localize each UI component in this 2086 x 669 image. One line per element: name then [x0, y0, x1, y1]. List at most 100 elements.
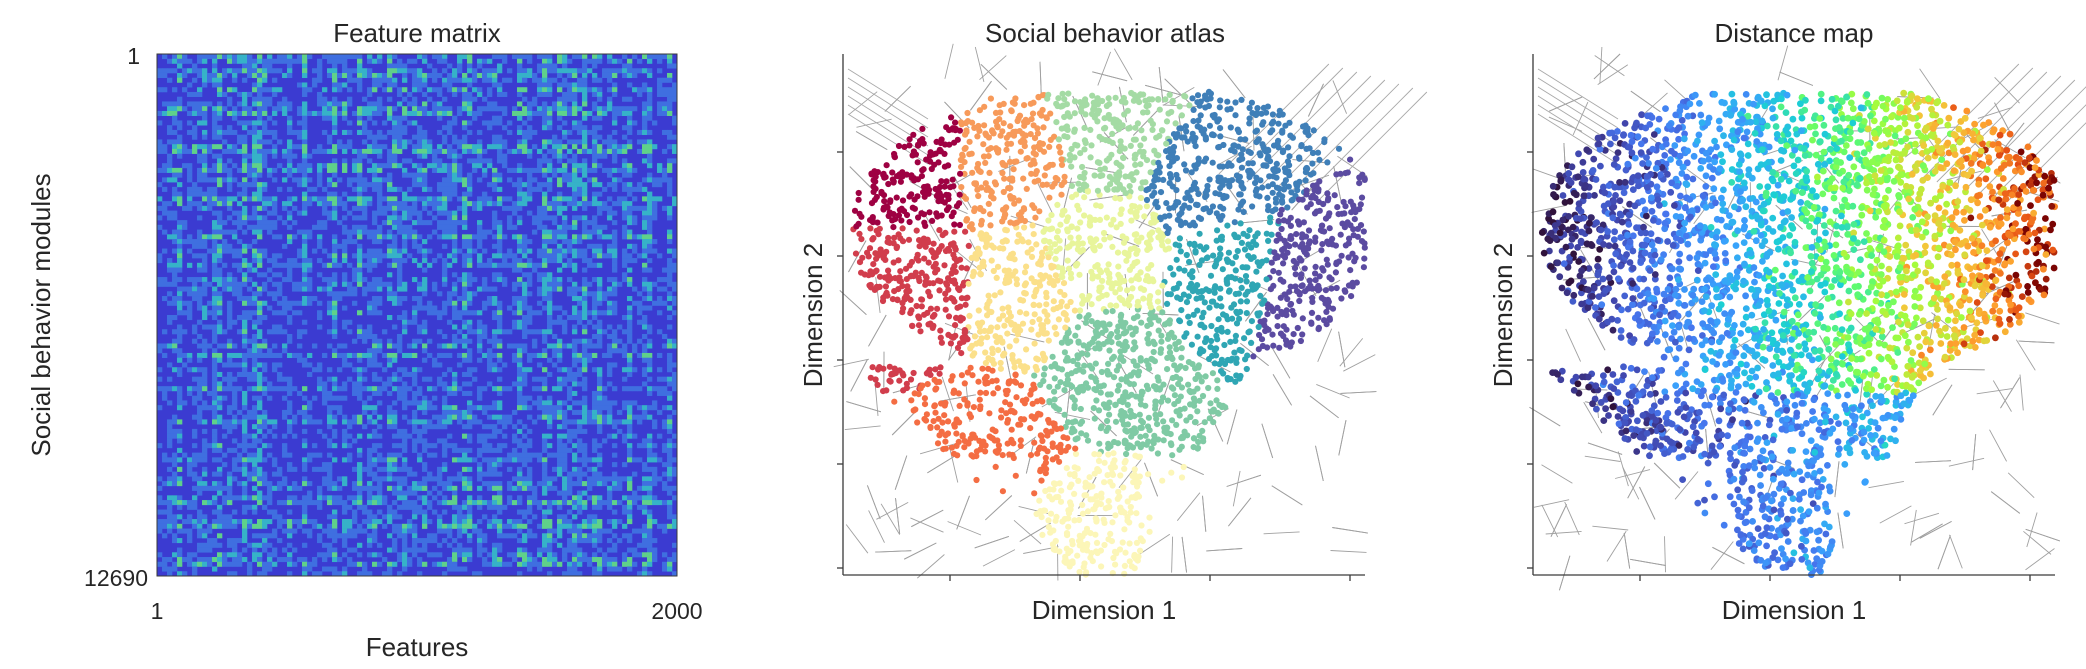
heatmap-cell: [322, 433, 328, 439]
heatmap-cell: [627, 500, 633, 506]
heatmap-cell: [522, 452, 528, 458]
heatmap-cell: [547, 77, 553, 83]
heatmap-cell: [632, 72, 638, 79]
heatmap-cell: [367, 201, 373, 207]
heatmap-cell: [177, 153, 183, 159]
heatmap-cell: [342, 362, 348, 368]
heatmap-cell: [212, 177, 218, 183]
heatmap-cell: [612, 262, 618, 268]
heatmap-cell: [237, 286, 243, 292]
heatmap-cell: [212, 438, 218, 444]
heatmap-cell: [597, 262, 603, 268]
heatmap-cell: [602, 110, 608, 116]
heatmap-cell: [197, 386, 203, 392]
heatmap-cell: [317, 300, 323, 306]
heatmap-cell: [197, 229, 203, 235]
heatmap-cell: [277, 87, 283, 93]
heatmap-cell: [517, 186, 523, 192]
heatmap-cell: [647, 68, 653, 74]
heatmap-cell: [162, 87, 168, 93]
heatmap-cell: [642, 352, 648, 359]
heatmap-cell: [587, 87, 593, 93]
heatmap-cell: [477, 466, 483, 472]
heatmap-cell: [412, 296, 418, 302]
heatmap-cell: [387, 82, 393, 88]
heatmap-cell: [547, 286, 553, 292]
heatmap-cell: [187, 291, 193, 297]
heatmap-cell: [332, 234, 338, 240]
heatmap-cell: [372, 177, 378, 183]
heatmap-cell: [317, 196, 323, 202]
heatmap-cell: [537, 167, 543, 173]
heatmap-cell: [342, 272, 348, 278]
heatmap-cell: [522, 367, 528, 373]
heatmap-cell: [547, 281, 553, 287]
heatmap-cell: [437, 163, 443, 169]
heatmap-cell: [577, 215, 583, 221]
heatmap-cell: [337, 495, 343, 501]
heatmap-cell: [462, 96, 468, 102]
heatmap-cell: [357, 447, 363, 453]
heatmap-cell: [317, 182, 323, 188]
heatmap-cell: [642, 253, 648, 259]
heatmap-cell: [262, 504, 268, 510]
heatmap-cell: [452, 485, 458, 491]
heatmap-cell: [402, 196, 408, 202]
heatmap-cell: [657, 163, 663, 169]
heatmap-cell: [402, 457, 408, 463]
heatmap-cell: [332, 82, 338, 88]
heatmap-cell: [597, 452, 603, 458]
heatmap-cell: [392, 258, 398, 264]
heatmap-cell: [172, 281, 178, 287]
heatmap-cell: [392, 106, 398, 112]
heatmap-cell: [467, 409, 473, 415]
heatmap-cell: [297, 310, 303, 316]
heatmap-cell: [247, 433, 253, 439]
heatmap-cell: [372, 471, 378, 477]
heatmap-cell: [177, 405, 183, 411]
heatmap-cell: [512, 352, 518, 359]
heatmap-cell: [542, 281, 548, 287]
heatmap-cell: [187, 262, 193, 268]
heatmap-cell: [237, 248, 243, 254]
heatmap-cell: [392, 443, 398, 449]
heatmap-cell: [562, 476, 568, 482]
heatmap-cell: [647, 352, 653, 359]
heatmap-cell: [242, 215, 248, 221]
heatmap-cell: [607, 167, 613, 173]
heatmap-cell: [217, 115, 223, 121]
heatmap-cell: [167, 424, 173, 430]
heatmap-cell: [197, 186, 203, 192]
heatmap-cell: [477, 338, 483, 344]
heatmap-cell: [592, 191, 598, 197]
heatmap-cell: [567, 243, 573, 249]
heatmap-cell: [667, 485, 673, 491]
heatmap-cell: [322, 220, 328, 226]
heatmap-cell: [597, 395, 603, 401]
heatmap-cell: [542, 500, 548, 506]
heatmap-cell: [557, 433, 563, 439]
heatmap-cell: [317, 77, 323, 83]
heatmap-cell: [652, 500, 658, 506]
heatmap-cell: [287, 277, 293, 283]
heatmap-cell: [557, 466, 563, 472]
heatmap-cell: [572, 262, 578, 268]
heatmap-cell: [217, 352, 223, 359]
heatmap-cell: [332, 172, 338, 178]
heatmap-cell: [567, 172, 573, 178]
heatmap-cell: [612, 329, 618, 335]
heatmap-cell: [282, 348, 288, 354]
heatmap-cell: [477, 87, 483, 93]
heatmap-cell: [397, 186, 403, 192]
heatmap-cell: [367, 300, 373, 306]
heatmap-cell: [652, 400, 658, 406]
heatmap-cell: [642, 504, 648, 510]
heatmap-cell: [512, 438, 518, 444]
heatmap-cell: [377, 362, 383, 368]
heatmap-cell: [442, 110, 448, 116]
heatmap-cell: [257, 438, 263, 444]
heatmap-cell: [517, 405, 523, 411]
heatmap-cell: [492, 262, 498, 268]
heatmap-cell: [487, 500, 493, 506]
heatmap-cell: [432, 310, 438, 316]
